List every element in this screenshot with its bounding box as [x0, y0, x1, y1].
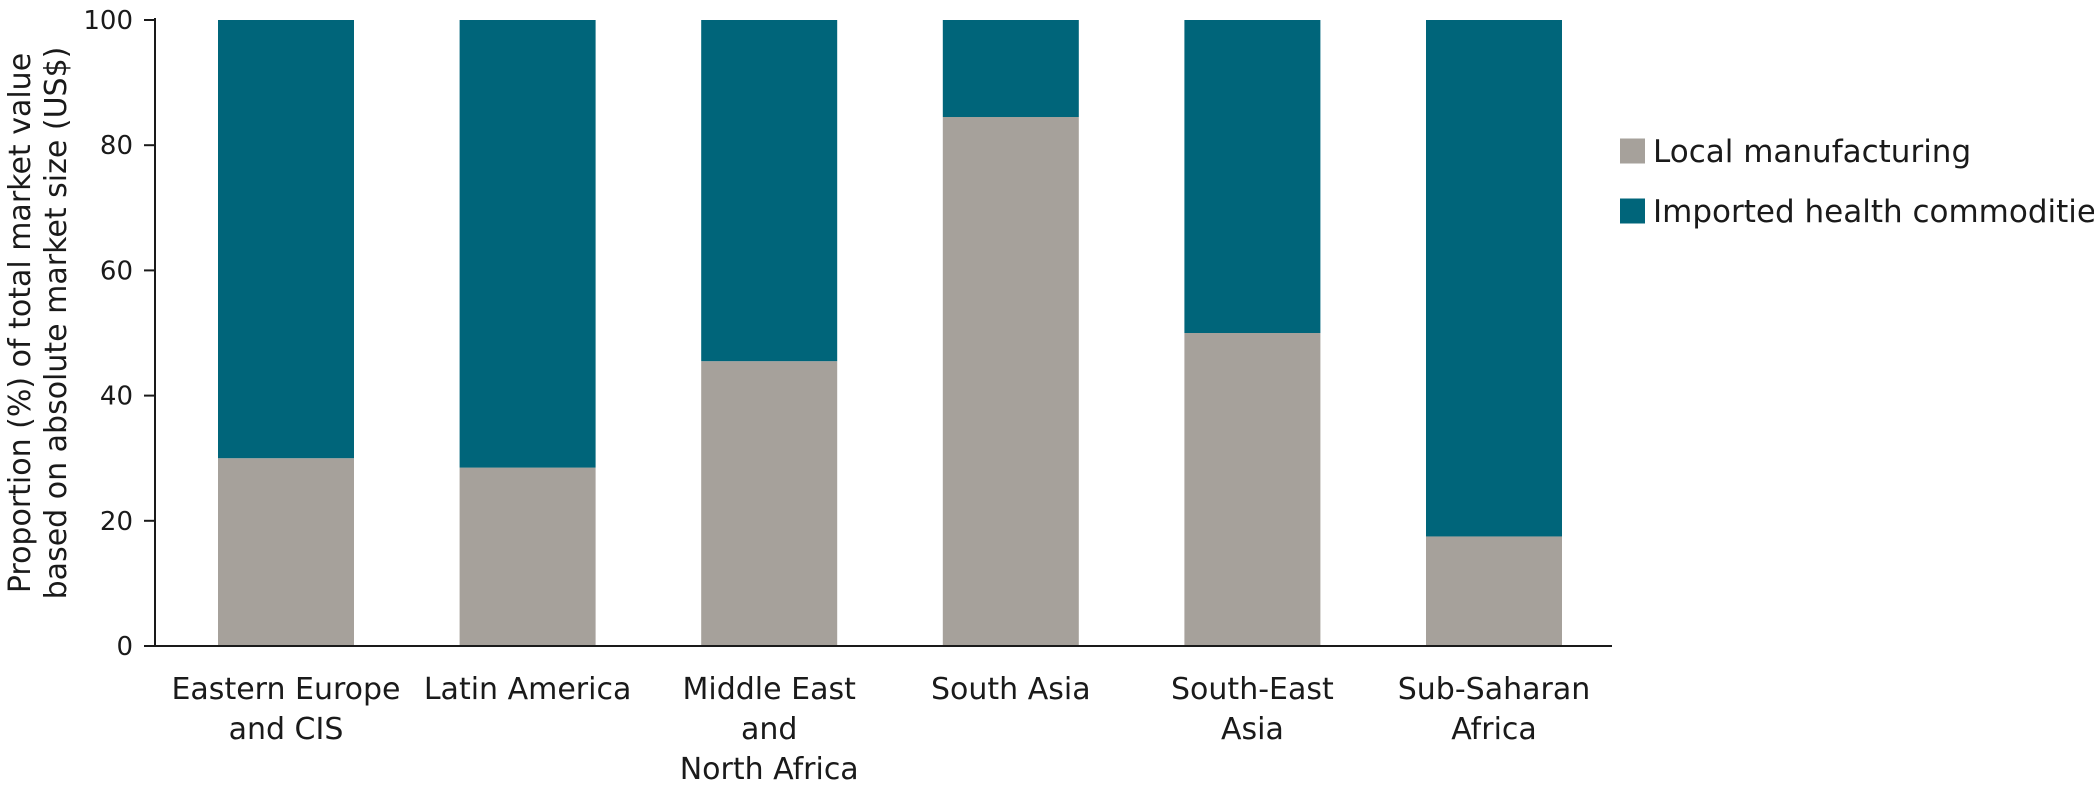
bar-local-5: [1426, 536, 1562, 646]
bar-local-1: [459, 467, 596, 646]
bar-local-0: [218, 458, 354, 646]
x-category-label: South Asia: [931, 672, 1091, 707]
y-axis-ticks: 0 20 40 60 80 100: [83, 6, 155, 662]
legend-swatch: [1620, 138, 1645, 164]
bar-imported-2: [701, 20, 838, 362]
x-category-label: Asia: [1221, 712, 1284, 747]
bar-imported-1: [459, 20, 596, 468]
x-category-label: Middle East: [683, 672, 857, 707]
y-axis-title-line: Proportion (%) of total market value: [3, 53, 38, 593]
x-category-label: Eastern Europe: [171, 672, 400, 707]
axes: [154, 18, 1612, 647]
y-tick-label: 80: [100, 131, 133, 161]
bar-imported-5: [1426, 20, 1562, 537]
legend-label: Imported health commodities: [1653, 194, 2094, 230]
x-category-label: South-East: [1171, 672, 1334, 707]
legend: Local manufacturing Imported health commo…: [1620, 134, 2094, 230]
y-tick-label: 0: [116, 632, 133, 662]
y-tick-label: 20: [100, 507, 133, 537]
bar-local-4: [1184, 333, 1321, 646]
x-category-label: North Africa: [680, 752, 859, 787]
bar-imported-0: [218, 20, 354, 459]
bar-imported-4: [1184, 20, 1321, 333]
legend-label: Local manufacturing: [1653, 134, 1971, 170]
x-category-label: Latin America: [424, 672, 632, 707]
y-axis-title: Proportion (%) of total market value base…: [3, 47, 74, 600]
x-category-label: Sub-Saharan: [1398, 672, 1590, 707]
bars: [218, 20, 1562, 646]
y-tick-label: 60: [100, 256, 133, 286]
x-category-label: and: [741, 712, 797, 747]
bar-local-2: [701, 361, 838, 646]
y-tick-label: 100: [83, 6, 133, 36]
x-category-label: and CIS: [229, 712, 344, 747]
bar-imported-3: [942, 20, 1079, 118]
y-tick-label: 40: [100, 382, 133, 412]
bar-local-3: [942, 117, 1079, 646]
y-axis-title-line: based on absolute market size (US$): [39, 47, 74, 600]
legend-swatch: [1620, 198, 1645, 224]
x-axis-labels: Eastern Europe and CIS Latin America Middle…: [171, 672, 1590, 787]
x-category-label: Africa: [1451, 712, 1537, 747]
